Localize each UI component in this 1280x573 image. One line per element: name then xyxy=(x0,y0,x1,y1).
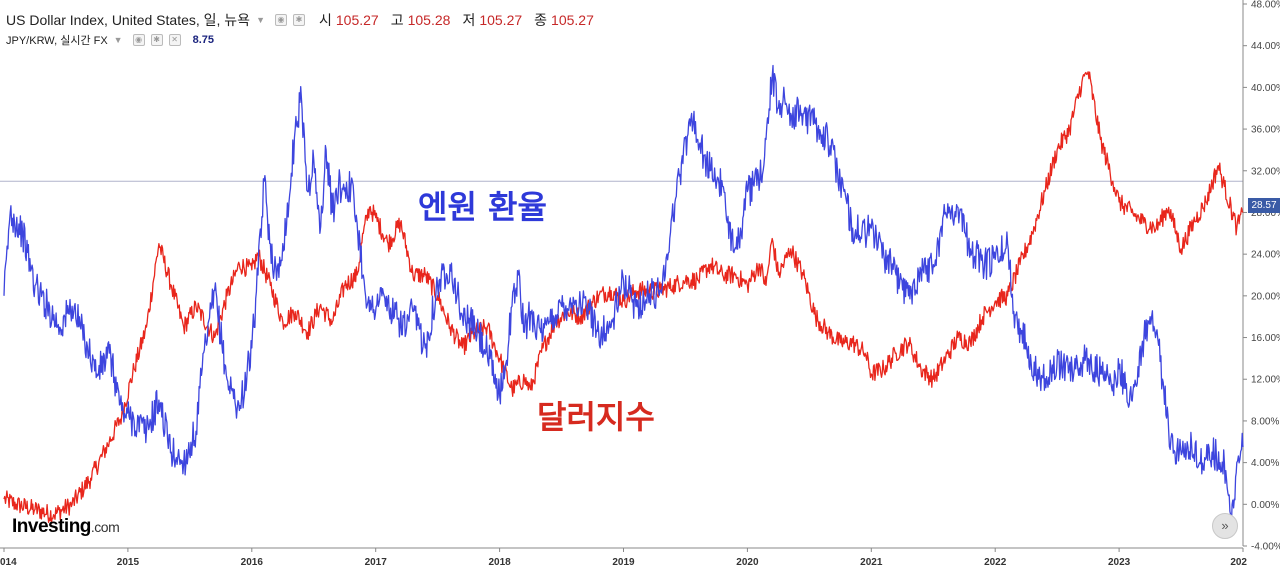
y-tick-label: 28.00% xyxy=(1251,208,1280,219)
investing-logo: Investing.com xyxy=(12,516,120,538)
x-tick-label: 2022 xyxy=(984,557,1007,568)
y-tick-label: 8.00% xyxy=(1251,416,1279,427)
yen-annotation: 엔원 환율 xyxy=(418,188,547,226)
settings-icon[interactable]: ✱ xyxy=(293,14,305,26)
dollar-index-series-line xyxy=(3,71,1244,525)
eye-icon[interactable]: ◉ xyxy=(132,34,145,46)
overlay-value: 8.75 xyxy=(192,34,215,46)
logo-name: Investing xyxy=(12,516,91,537)
main-series-title[interactable]: US Dollar Index, United States, 일, 뉴욕 xyxy=(6,12,251,28)
y-tick-label: 36.00% xyxy=(1251,125,1280,136)
chevron-down-icon[interactable]: ▼ xyxy=(113,35,123,45)
chevron-down-icon[interactable]: ▼ xyxy=(256,15,265,25)
high-value: 105.28 xyxy=(407,12,451,28)
x-tick-label: 2021 xyxy=(860,557,883,568)
logo-suffix: .com xyxy=(90,519,120,535)
open-value: 105.27 xyxy=(335,12,379,28)
y-tick-label: 44.00% xyxy=(1251,41,1280,52)
y-tick-label: 16.00% xyxy=(1251,333,1280,344)
y-tick-label: 48.00% xyxy=(1251,0,1280,11)
close-value: 105.27 xyxy=(551,12,594,28)
overlay-series-legend: JPY/KRW, 실시간 FX ▼ ◉ ✱ ✕ 8.75 xyxy=(6,32,214,48)
x-tick-label: 202 xyxy=(1230,557,1247,568)
low-value: 105.27 xyxy=(479,12,523,28)
y-tick-label: 0.00% xyxy=(1251,500,1279,511)
overlay-series-title[interactable]: JPY/KRW, 실시간 FX xyxy=(6,35,108,47)
close-label: 종 xyxy=(534,12,548,28)
y-tick-label: 4.00% xyxy=(1251,458,1279,469)
close-icon[interactable]: ✕ xyxy=(168,34,181,46)
y-tick-label: 32.00% xyxy=(1251,166,1280,177)
x-tick-label: 2019 xyxy=(612,557,635,568)
x-tick-label: 2020 xyxy=(736,557,759,568)
x-tick-label: 2017 xyxy=(365,557,388,568)
eye-icon[interactable]: ◉ xyxy=(275,14,287,26)
y-tick-label: 12.00% xyxy=(1251,375,1280,386)
double-chevron-right-icon[interactable]: » xyxy=(1212,513,1238,539)
settings-icon[interactable]: ✱ xyxy=(150,34,163,46)
low-label: 저 xyxy=(462,12,476,28)
y-tick-label: 40.00% xyxy=(1251,83,1280,94)
y-tick-label: 20.00% xyxy=(1251,291,1280,302)
dollar-annotation: 달러지수 xyxy=(537,398,655,436)
jpy-krw-series-line xyxy=(3,64,1244,527)
high-label: 고 xyxy=(390,12,404,28)
x-tick-label: 2023 xyxy=(1108,557,1131,568)
x-tick-label: 2018 xyxy=(488,557,511,568)
x-tick-label: 2016 xyxy=(241,557,264,568)
main-series-legend: US Dollar Index, United States, 일, 뉴욕 ▼ … xyxy=(6,10,594,30)
x-tick-label: 2015 xyxy=(117,557,140,568)
y-tick-label: -4.00% xyxy=(1251,542,1280,553)
current-price-label: 28.57 xyxy=(1248,198,1280,213)
y-tick-label: 24.00% xyxy=(1251,250,1280,261)
open-label: 시 xyxy=(319,12,332,28)
x-tick-label: 014 xyxy=(0,557,17,568)
